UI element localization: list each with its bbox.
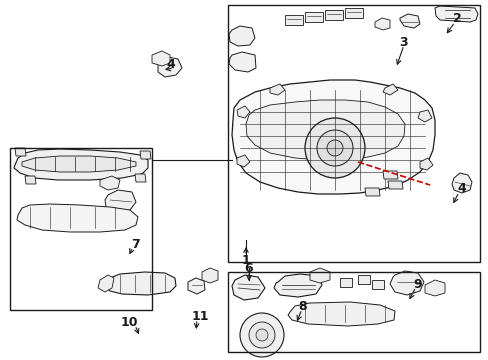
Polygon shape xyxy=(419,158,432,170)
Bar xyxy=(227,5,479,262)
Polygon shape xyxy=(364,188,379,196)
Polygon shape xyxy=(25,176,36,184)
Polygon shape xyxy=(22,156,136,172)
Text: 10: 10 xyxy=(120,316,138,329)
Polygon shape xyxy=(269,84,285,95)
Polygon shape xyxy=(228,26,254,46)
Polygon shape xyxy=(434,6,477,22)
Polygon shape xyxy=(17,204,138,232)
Text: 11: 11 xyxy=(191,310,208,324)
Polygon shape xyxy=(345,8,362,18)
Polygon shape xyxy=(14,149,148,180)
Polygon shape xyxy=(98,275,114,292)
Text: 1: 1 xyxy=(241,253,250,266)
Polygon shape xyxy=(399,14,419,28)
Text: 7: 7 xyxy=(131,238,140,251)
Polygon shape xyxy=(285,15,303,25)
Polygon shape xyxy=(187,278,204,294)
Polygon shape xyxy=(374,18,389,30)
Circle shape xyxy=(256,329,267,341)
Polygon shape xyxy=(305,12,323,22)
Circle shape xyxy=(248,322,274,348)
Polygon shape xyxy=(105,272,176,295)
Polygon shape xyxy=(451,173,471,193)
Polygon shape xyxy=(309,268,329,283)
Polygon shape xyxy=(387,181,402,189)
Text: 8: 8 xyxy=(298,301,306,314)
Polygon shape xyxy=(382,84,397,95)
Polygon shape xyxy=(105,190,136,212)
Polygon shape xyxy=(417,110,431,122)
Polygon shape xyxy=(15,148,26,156)
Bar xyxy=(10,148,152,310)
Polygon shape xyxy=(273,274,321,297)
Polygon shape xyxy=(325,10,342,20)
Polygon shape xyxy=(389,271,423,295)
Polygon shape xyxy=(424,280,444,296)
Text: 4: 4 xyxy=(166,58,175,72)
Polygon shape xyxy=(140,151,151,159)
Polygon shape xyxy=(231,275,264,300)
Polygon shape xyxy=(152,51,170,66)
Polygon shape xyxy=(202,268,218,283)
Polygon shape xyxy=(231,80,434,194)
Polygon shape xyxy=(382,171,397,179)
Polygon shape xyxy=(100,176,120,190)
Polygon shape xyxy=(245,100,404,160)
Polygon shape xyxy=(357,275,369,284)
Text: 6: 6 xyxy=(244,262,253,275)
Text: 4: 4 xyxy=(457,183,466,195)
Polygon shape xyxy=(135,174,146,182)
Polygon shape xyxy=(237,155,249,167)
Polygon shape xyxy=(339,278,351,287)
Text: 3: 3 xyxy=(399,36,407,49)
Text: 2: 2 xyxy=(452,13,461,26)
Polygon shape xyxy=(237,106,249,118)
Circle shape xyxy=(240,313,284,357)
Polygon shape xyxy=(158,57,182,77)
Polygon shape xyxy=(371,280,383,289)
Circle shape xyxy=(326,140,342,156)
Polygon shape xyxy=(228,52,256,72)
Polygon shape xyxy=(287,302,394,326)
Bar xyxy=(227,272,479,352)
Text: 9: 9 xyxy=(413,278,422,291)
Circle shape xyxy=(316,130,352,166)
Circle shape xyxy=(305,118,364,178)
